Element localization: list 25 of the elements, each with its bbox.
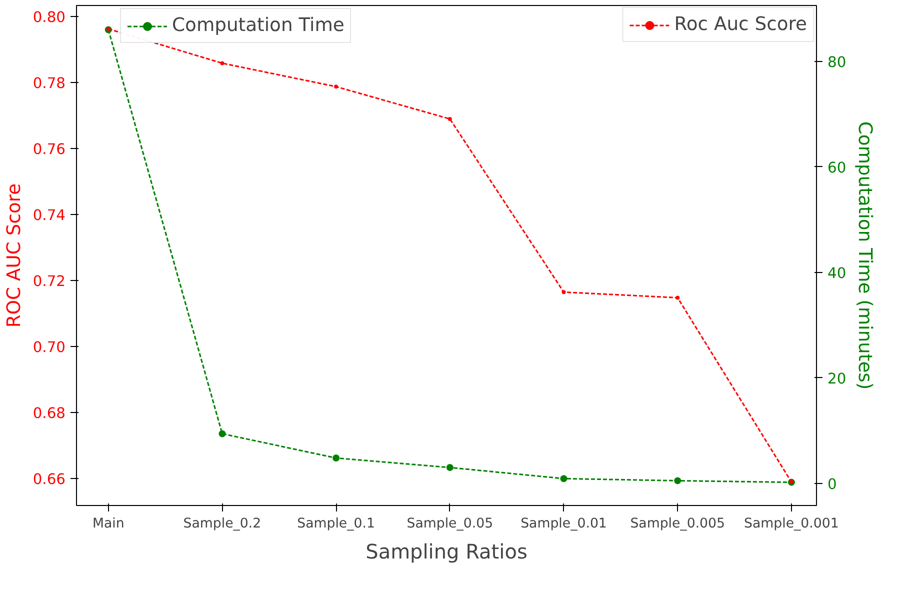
y2-tick-label: 0 — [828, 476, 837, 493]
y-tick-label: 0.74 — [32, 207, 66, 224]
y-tick-label: 0.72 — [32, 273, 66, 290]
x-tick-label: Sample_0.1 — [297, 516, 375, 532]
y2-tick-label: 80 — [828, 54, 846, 71]
legend-label: Computation Time — [172, 15, 344, 36]
y-tick-label: 0.70 — [32, 339, 66, 356]
y2-axis-title: Computation Time (minutes) — [854, 121, 876, 390]
y2-tick-label: 20 — [828, 370, 846, 388]
y-tick-label: 0.78 — [32, 75, 66, 92]
x-tick-label: Main — [92, 516, 124, 532]
x-tick-label: Sample_0.005 — [630, 516, 726, 532]
x-tick-label: Sample_0.01 — [520, 516, 607, 532]
y-tick-label: 0.80 — [32, 9, 66, 26]
x-axis-title: Sampling Ratios — [366, 540, 528, 564]
y-tick-label: 0.66 — [32, 470, 66, 488]
y2-tick-label: 60 — [828, 159, 846, 176]
x-tick-label: Sample_0.2 — [183, 516, 262, 532]
x-tick-label: Sample_0.001 — [744, 516, 839, 532]
y-axis-title: ROC AUC Score — [4, 183, 25, 328]
x-tick-label: Sample_0.05 — [406, 516, 494, 532]
y-tick-label: 0.76 — [32, 141, 66, 158]
legend-label: Roc Auc Score — [674, 14, 807, 35]
y-tick-label: 0.68 — [32, 404, 66, 422]
y2-tick-label: 40 — [828, 264, 846, 282]
